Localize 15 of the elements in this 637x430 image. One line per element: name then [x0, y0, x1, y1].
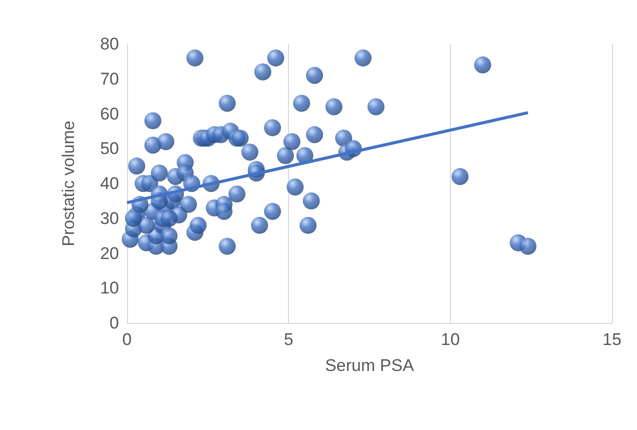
y-tick-label: 40 [100, 174, 119, 193]
y-axis-title: Prostatic volume [59, 120, 78, 246]
y-tick-label: 60 [100, 104, 119, 124]
x-tick-label: 5 [284, 330, 294, 349]
y-tick-label: 0 [110, 314, 119, 332]
x-tick-label: 15 [602, 330, 622, 349]
x-tick-label: 10 [440, 330, 460, 349]
x-tick-label: 0 [122, 330, 132, 349]
x-axis-title: Serum PSA [325, 356, 415, 375]
y-tick-label: 10 [100, 278, 119, 298]
y-tick-label: 80 [100, 34, 119, 54]
y-tick-label: 50 [100, 139, 119, 158]
y-tick-label: 70 [100, 69, 119, 88]
y-tick-label: 30 [100, 208, 119, 228]
y-tick-label: 20 [100, 244, 119, 263]
